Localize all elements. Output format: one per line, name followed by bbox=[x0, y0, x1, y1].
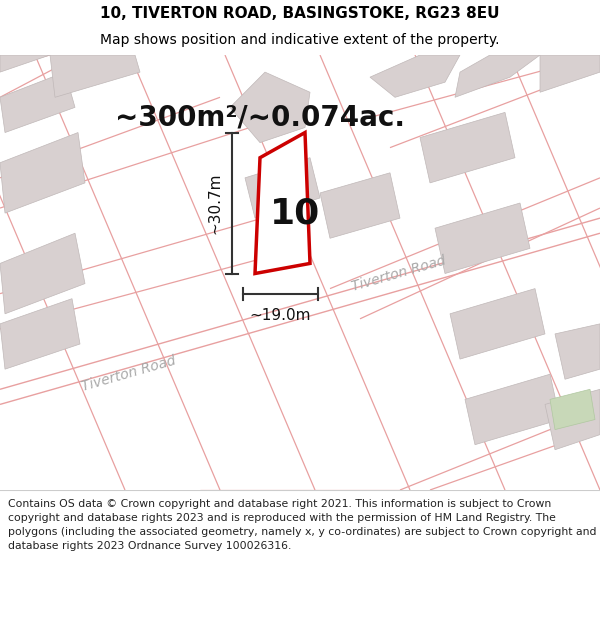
Polygon shape bbox=[555, 324, 600, 379]
Text: Tiverton Road: Tiverton Road bbox=[80, 354, 178, 394]
Polygon shape bbox=[0, 233, 85, 314]
Text: Tiverton Road: Tiverton Road bbox=[350, 253, 448, 294]
Polygon shape bbox=[455, 55, 540, 98]
Polygon shape bbox=[545, 389, 600, 450]
Polygon shape bbox=[0, 72, 75, 132]
Polygon shape bbox=[450, 289, 545, 359]
Polygon shape bbox=[230, 72, 310, 142]
Polygon shape bbox=[320, 173, 400, 238]
Polygon shape bbox=[465, 374, 560, 445]
Text: ~300m²/~0.074ac.: ~300m²/~0.074ac. bbox=[115, 103, 405, 131]
Polygon shape bbox=[0, 299, 80, 369]
Polygon shape bbox=[550, 389, 595, 429]
Polygon shape bbox=[0, 132, 85, 213]
Text: ~30.7m: ~30.7m bbox=[207, 173, 222, 234]
Polygon shape bbox=[0, 55, 50, 72]
Polygon shape bbox=[370, 55, 460, 98]
Text: ~19.0m: ~19.0m bbox=[250, 308, 311, 322]
Text: 10: 10 bbox=[270, 196, 320, 230]
Polygon shape bbox=[245, 158, 320, 218]
Polygon shape bbox=[435, 203, 530, 274]
Polygon shape bbox=[420, 112, 515, 183]
Text: 10, TIVERTON ROAD, BASINGSTOKE, RG23 8EU: 10, TIVERTON ROAD, BASINGSTOKE, RG23 8EU bbox=[100, 6, 500, 21]
Text: Contains OS data © Crown copyright and database right 2021. This information is : Contains OS data © Crown copyright and d… bbox=[8, 499, 596, 551]
Polygon shape bbox=[540, 55, 600, 92]
Text: Map shows position and indicative extent of the property.: Map shows position and indicative extent… bbox=[100, 32, 500, 47]
Polygon shape bbox=[255, 132, 310, 274]
Polygon shape bbox=[50, 55, 140, 98]
